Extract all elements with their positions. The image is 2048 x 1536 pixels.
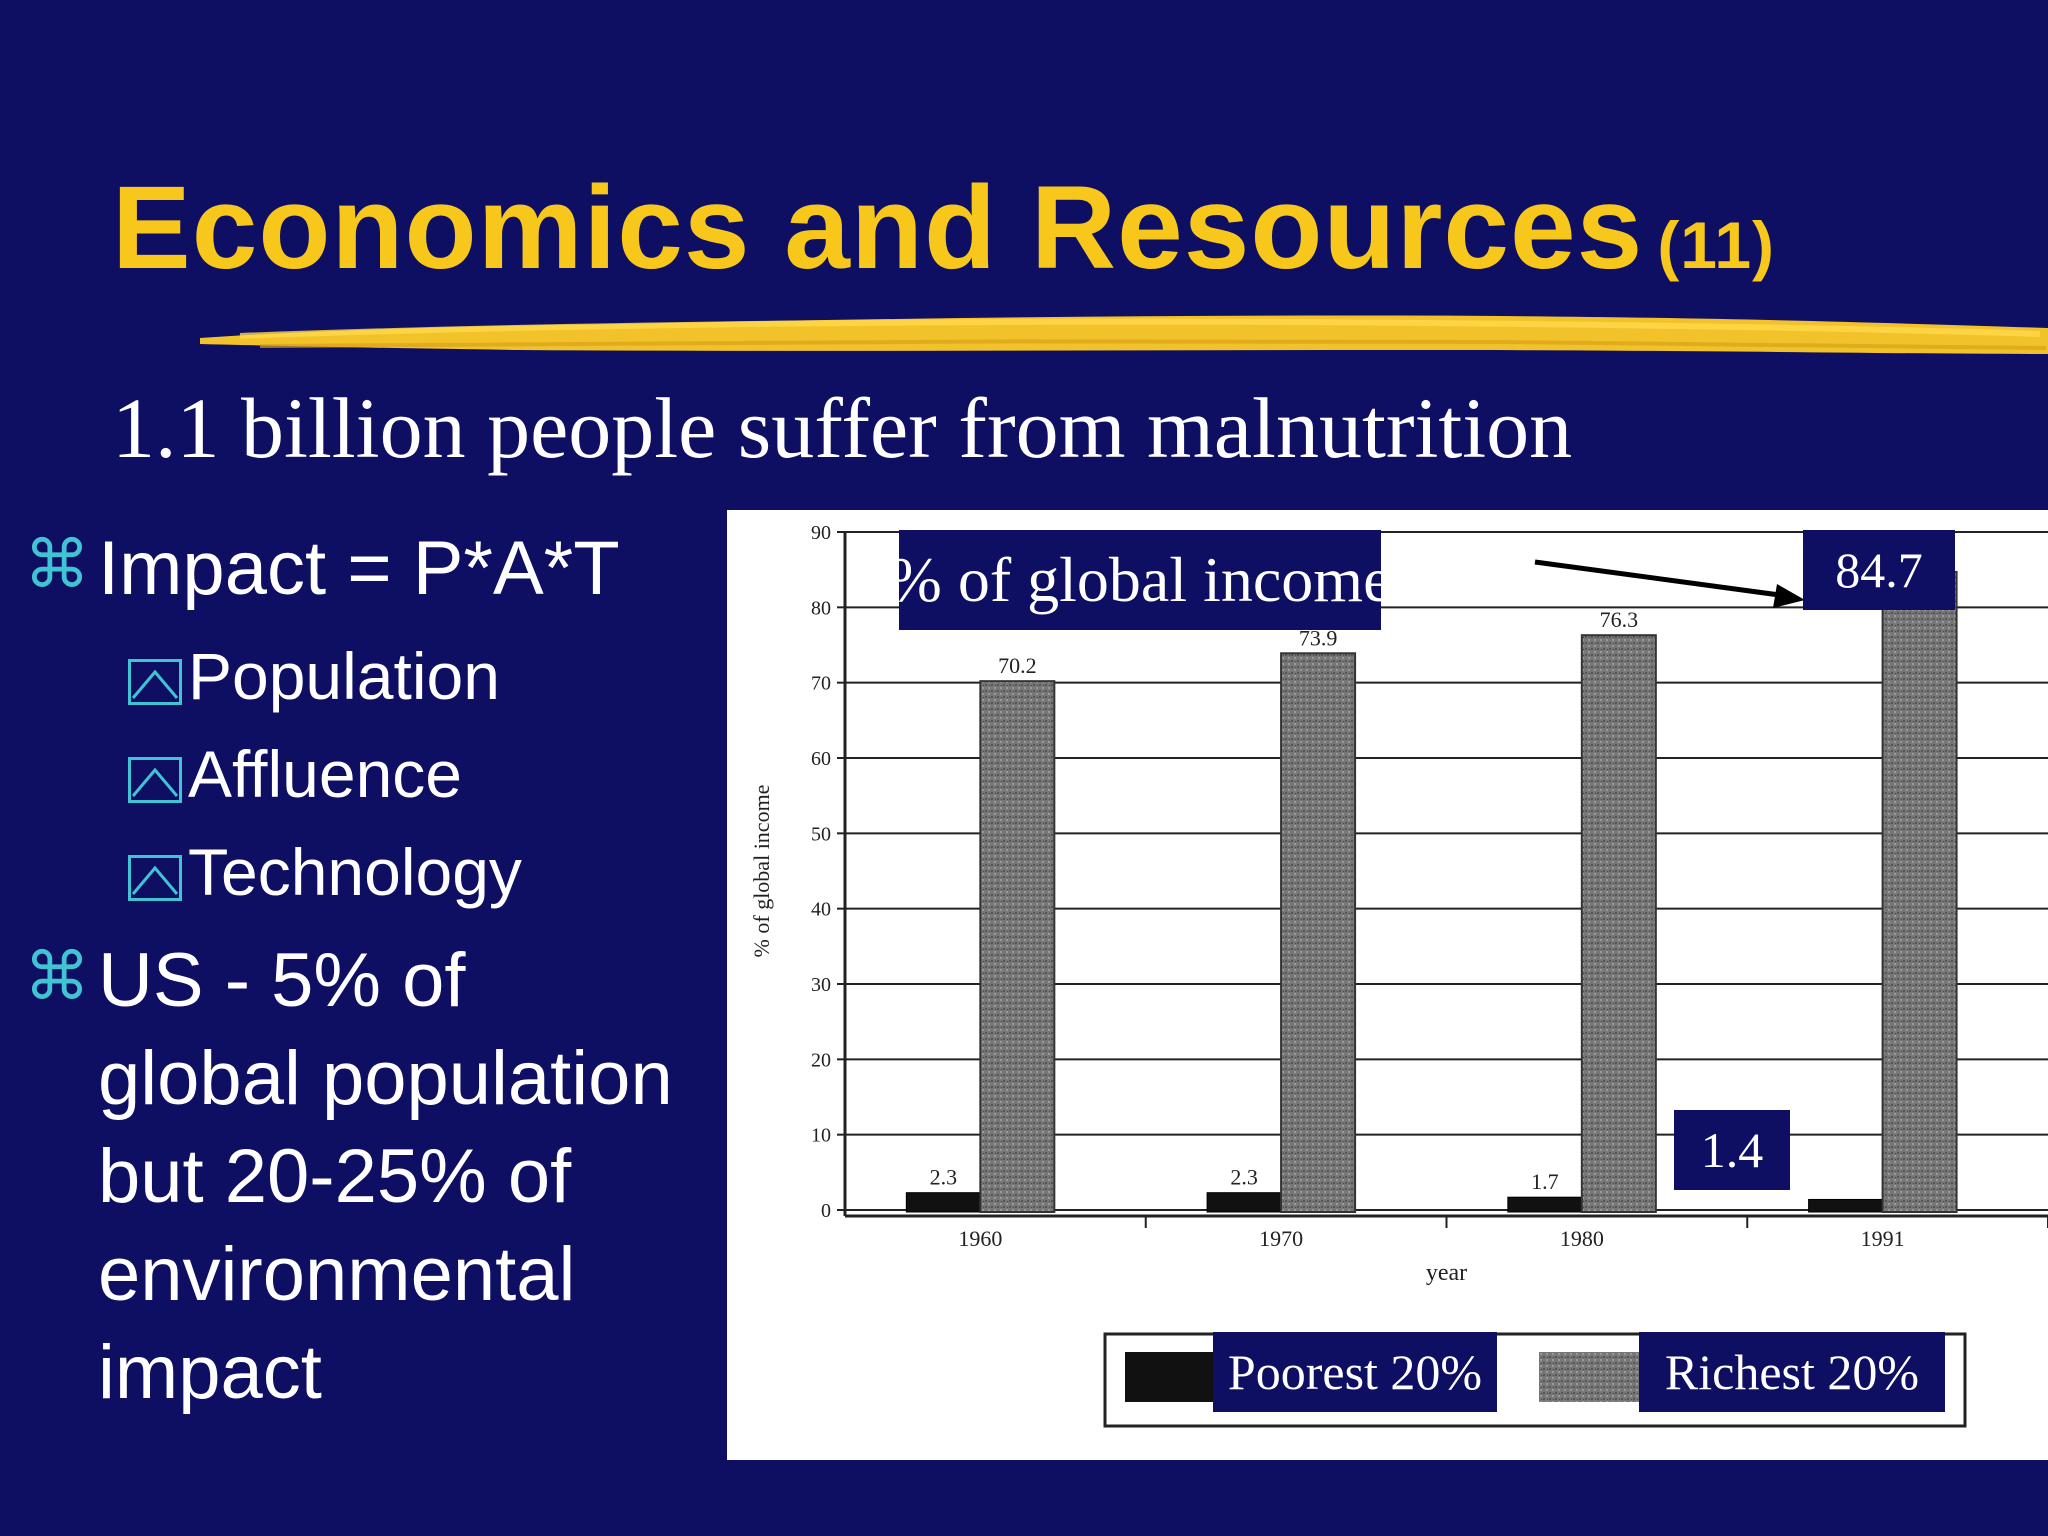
- bullet-line: impact: [98, 1330, 322, 1415]
- bullet-line: environmental: [98, 1232, 576, 1317]
- bar-richest: [1280, 652, 1357, 1213]
- y-tick-label: 60: [811, 748, 831, 770]
- sub-bullet-text: Affluence: [188, 737, 462, 811]
- legend-swatch-poorest: [1125, 1352, 1213, 1402]
- callout-poorest-1991: 1.4: [1674, 1110, 1790, 1190]
- bullet-multiline-text: US - 5% of global population but 20-25% …: [98, 932, 673, 1422]
- y-tick-label: 70: [811, 673, 831, 695]
- callout-heading: % of global income: [889, 530, 1391, 630]
- x-tick-label: 1980: [1560, 1226, 1604, 1251]
- slide-subtitle: 1.1 billion people suffer from malnutrit…: [112, 380, 1573, 476]
- x-tick-label: 1960: [958, 1226, 1002, 1251]
- y-tick-label: 50: [811, 823, 831, 845]
- checkbox-icon: [128, 658, 182, 705]
- bar-richest: [1881, 570, 1958, 1213]
- x-tick-label: 1991: [1861, 1226, 1905, 1251]
- callout-arrow: [1534, 559, 1788, 599]
- brush-stroke-underline: [200, 315, 2048, 354]
- data-label-richest: 70.2: [998, 653, 1037, 678]
- y-tick-label: 90: [811, 522, 831, 544]
- checkbox-icon: [128, 854, 182, 901]
- y-tick-label: 0: [821, 1200, 831, 1222]
- callout-arrowhead: [1773, 584, 1805, 608]
- x-axis-title: year: [1426, 1260, 1467, 1286]
- y-tick-label: 10: [811, 1125, 831, 1147]
- checkbox-icon: [128, 756, 182, 803]
- y-tick-label: 40: [811, 899, 831, 921]
- data-label-richest: 76.3: [1600, 607, 1639, 632]
- legend-label-poorest: Poorest 20%: [1213, 1332, 1497, 1412]
- x-tick-label: 1970: [1259, 1226, 1303, 1251]
- callout-richest-1991: 84.7: [1803, 530, 1955, 610]
- y-tick-label: 20: [811, 1049, 831, 1071]
- sub-bullet-text: Population: [188, 639, 500, 713]
- legend-frame: [1103, 1332, 1967, 1428]
- bar-poorest: [1507, 1196, 1583, 1213]
- bar-poorest: [1206, 1192, 1282, 1213]
- bullet-line: but 20-25% of: [98, 1134, 572, 1219]
- bar-richest: [979, 680, 1056, 1214]
- slide-title-text: Economics and Resources: [112, 162, 1644, 294]
- data-label-poorest: 2.3: [930, 1165, 958, 1190]
- data-label-poorest: 1.7: [1531, 1169, 1559, 1194]
- legend-label-richest: Richest 20%: [1639, 1332, 1945, 1412]
- bar-poorest: [1808, 1198, 1884, 1213]
- command-key-icon: ⌘: [24, 527, 90, 601]
- slide-title: Economics and Resources (11): [112, 160, 1775, 296]
- legend-swatch-richest: [1539, 1352, 1639, 1402]
- sub-bullet-technology: Technology: [128, 834, 522, 910]
- chart-panel: 0 10 20 30 40 50 60 70 80 90 % of global income 2.3…: [727, 510, 2048, 1460]
- sub-bullet-affluence: Affluence: [128, 736, 462, 812]
- y-tick-label: 80: [811, 597, 831, 619]
- bullet-line: global population: [98, 1036, 673, 1121]
- y-axis-title: % of global income: [749, 785, 774, 958]
- bar-chart: 0 10 20 30 40 50 60 70 80 90 % of global income 2.3…: [749, 522, 2048, 1428]
- bar-poorest: [905, 1192, 981, 1213]
- data-label-poorest: 2.3: [1230, 1165, 1258, 1190]
- slide-number: (11): [1657, 208, 1776, 282]
- bullet-line: US - 5% of: [98, 938, 466, 1023]
- command-key-icon: ⌘: [24, 939, 90, 1013]
- y-tick-label: 30: [811, 974, 831, 996]
- sub-bullet-text: Technology: [188, 835, 522, 909]
- sub-bullet-population: Population: [128, 638, 500, 714]
- bullet-text: Impact = P*A*T: [98, 526, 620, 611]
- bar-richest: [1580, 634, 1657, 1213]
